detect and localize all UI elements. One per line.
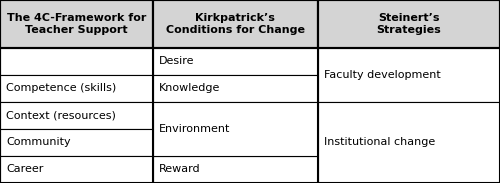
Text: Context (resources): Context (resources) [6, 110, 116, 120]
Text: The 4C-Framework for
Teacher Support: The 4C-Framework for Teacher Support [6, 13, 146, 35]
Text: Desire: Desire [158, 56, 194, 66]
Text: Reward: Reward [158, 165, 200, 174]
Text: Knowledge: Knowledge [158, 83, 220, 93]
Bar [318, 0, 500, 48]
Text: Career: Career [6, 165, 44, 174]
Bar [0, 129, 152, 156]
Text: Faculty development: Faculty development [324, 70, 440, 80]
Bar [152, 48, 318, 75]
Bar [152, 75, 318, 102]
Bar [0, 48, 152, 75]
Bar [0, 75, 152, 102]
Text: Steinert’s
Strategies: Steinert’s Strategies [376, 13, 441, 35]
Bar [152, 156, 318, 183]
Bar [152, 102, 318, 156]
Text: Kirkpatrick’s
Conditions for Change: Kirkpatrick’s Conditions for Change [166, 13, 304, 35]
Text: Community: Community [6, 137, 70, 147]
Bar [0, 0, 152, 48]
Bar [0, 102, 152, 129]
Text: Environment: Environment [158, 124, 230, 134]
Bar [318, 48, 500, 102]
Text: Competence (skills): Competence (skills) [6, 83, 116, 93]
Bar [0, 156, 152, 183]
Bar [318, 102, 500, 183]
Text: Institutional change: Institutional change [324, 137, 435, 147]
Bar [152, 0, 318, 48]
